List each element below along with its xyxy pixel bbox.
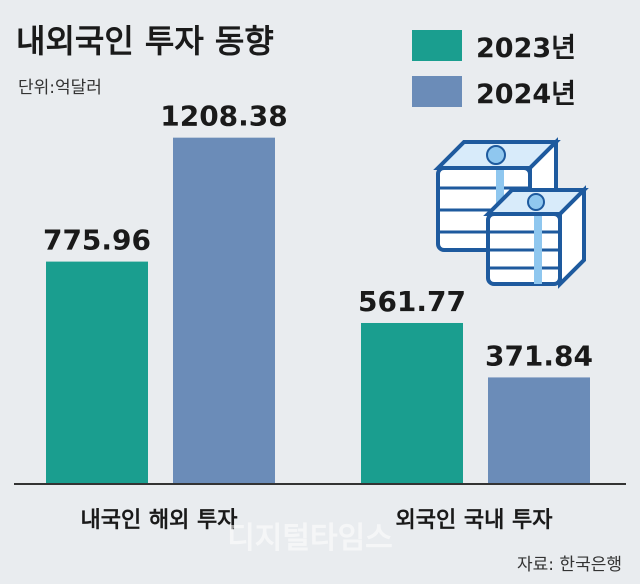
legend: 2023년 2024년 [412,30,576,110]
bar-outbound-2023 [46,261,148,484]
legend-swatch-2024 [412,76,462,107]
watermark: 디지털타임스 [227,521,393,556]
chart-title: 내외국인 투자 동향 [16,22,274,60]
category-label-outbound: 내국인 해외 투자 [81,508,239,533]
data-labels: 775.96 1208.38 561.77 371.84 [43,100,593,373]
data-label-outbound-2023: 775.96 [43,224,151,257]
legend-swatch-2023 [412,30,462,61]
source-label: 자료: 한국은행 [517,555,622,575]
legend-label-2023: 2023년 [476,33,576,64]
bar-inbound-2023 [361,322,463,484]
data-label-inbound-2024: 371.84 [485,339,593,372]
bar-outbound-2024 [173,137,275,484]
unit-label: 단위:억달러 [18,78,102,98]
money-stack-icon [483,185,589,289]
legend-label-2024: 2024년 [476,79,576,110]
category-label-inbound: 외국인 국내 투자 [396,508,554,533]
bars [46,137,590,484]
data-label-inbound-2023: 561.77 [358,285,466,318]
data-label-outbound-2024: 1208.38 [160,100,288,133]
bar-inbound-2024 [488,377,590,484]
